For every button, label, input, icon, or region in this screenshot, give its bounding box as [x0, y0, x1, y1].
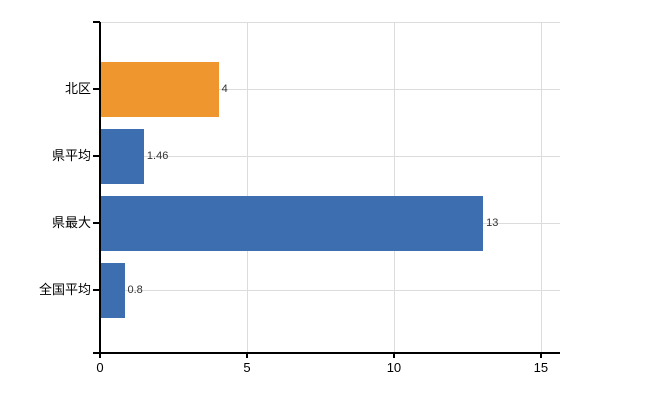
y-axis-category-label: 全国平均: [38, 282, 91, 297]
y-axis-category-label: 北区: [64, 81, 91, 96]
gridline-vertical: [246, 22, 248, 353]
y-axis-tick: [93, 289, 100, 291]
bar-2: [101, 195, 484, 251]
x-axis-line: [93, 352, 560, 354]
bar-value-label: 0.8: [127, 284, 143, 296]
bar-value-label: 13: [486, 217, 499, 229]
x-axis-tick: [540, 353, 542, 358]
y-axis-category-label: 県平均: [51, 148, 91, 163]
gridline-horizontal: [100, 22, 560, 23]
gridline-horizontal: [100, 290, 560, 291]
y-axis-tick: [93, 155, 100, 157]
gridline-horizontal: [100, 156, 560, 157]
x-axis-tick-label: 15: [533, 360, 549, 375]
x-axis-tick: [246, 353, 248, 358]
x-axis-tick: [393, 353, 395, 358]
bar-0: [101, 61, 219, 117]
y-axis-line: [99, 22, 101, 353]
gridline-vertical: [393, 22, 395, 353]
x-axis-tick-label: 5: [243, 360, 251, 375]
bar-value-label: 1.46: [146, 150, 169, 162]
gridline-vertical: [540, 22, 542, 353]
y-axis-category-label: 県最大: [51, 215, 91, 230]
x-axis-tick-label: 10: [386, 360, 402, 375]
x-axis-tick: [99, 353, 101, 358]
x-axis-tick-label: 0: [96, 360, 104, 375]
bar-value-label: 4: [221, 83, 228, 95]
y-axis-tick: [93, 21, 100, 23]
y-axis-tick: [93, 88, 100, 90]
y-axis-tick: [93, 222, 100, 224]
bar-1: [101, 128, 144, 184]
bar-3: [101, 262, 125, 318]
gridline-horizontal: [100, 89, 560, 90]
